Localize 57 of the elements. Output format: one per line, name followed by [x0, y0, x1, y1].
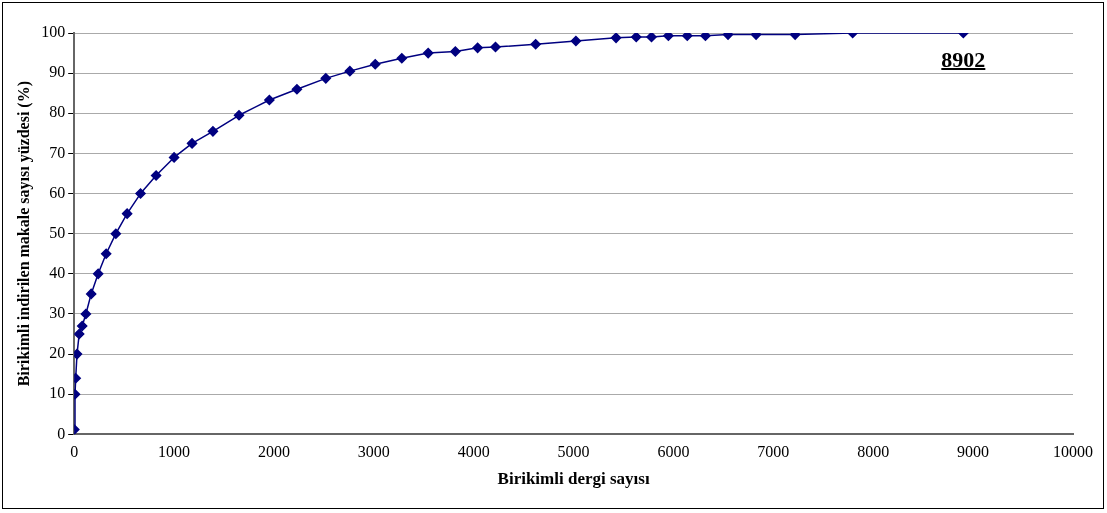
point	[630, 33, 642, 43]
x-tick-label: 6000	[657, 443, 690, 461]
point	[80, 308, 92, 320]
point	[682, 33, 693, 42]
x-tick-label: 1000	[158, 443, 191, 461]
point	[344, 65, 356, 77]
point	[291, 83, 303, 95]
point	[530, 38, 541, 50]
point	[450, 46, 461, 57]
point	[135, 188, 146, 199]
point	[369, 59, 381, 70]
point	[472, 42, 483, 54]
point	[233, 110, 245, 121]
y-tick-label: 70	[49, 143, 66, 161]
point	[320, 73, 332, 84]
annotation: 8902	[941, 47, 986, 73]
point	[150, 170, 162, 181]
point	[207, 126, 219, 137]
point	[396, 53, 408, 64]
y-axis-title: Birikimli indirilen makale sayısı yüzdesi (%)	[14, 81, 33, 387]
y-tick-label: 0	[57, 424, 66, 442]
point	[700, 33, 711, 42]
x-axis-title: Birikimli dergi sayısı	[497, 469, 650, 489]
point	[646, 33, 657, 43]
x-tick-label: 3000	[357, 443, 390, 461]
point	[186, 138, 198, 149]
point	[422, 47, 434, 59]
y-tick-label: 100	[41, 23, 66, 41]
x-tick-label: 8000	[857, 443, 890, 461]
x-tick-label: 5000	[557, 443, 590, 461]
point	[92, 268, 104, 280]
point	[85, 288, 97, 300]
x-tick-label: 9000	[957, 443, 990, 461]
point	[610, 33, 622, 44]
y-tick-label: 80	[49, 103, 66, 121]
y-tick-label: 90	[49, 63, 66, 81]
point	[264, 94, 275, 106]
x-tick-label: 0	[70, 443, 79, 461]
point	[100, 248, 112, 260]
x-tick-label: 2000	[257, 443, 290, 461]
y-tick-label: 60	[49, 183, 66, 201]
x-tick-label: 4000	[457, 443, 490, 461]
y-tick-label: 20	[49, 344, 66, 362]
point	[490, 41, 501, 53]
point	[663, 33, 674, 42]
y-tick-label: 10	[49, 384, 66, 402]
x-tick-label: 7000	[757, 443, 790, 461]
y-tick-label: 30	[49, 304, 66, 322]
point	[168, 152, 180, 163]
point	[76, 320, 88, 332]
point	[570, 35, 582, 47]
x-tick-label: 10000	[1053, 443, 1093, 461]
point	[110, 228, 122, 239]
point	[121, 208, 133, 219]
point	[74, 328, 85, 340]
y-tick-label: 50	[49, 223, 66, 241]
y-tick-label: 40	[49, 264, 66, 282]
